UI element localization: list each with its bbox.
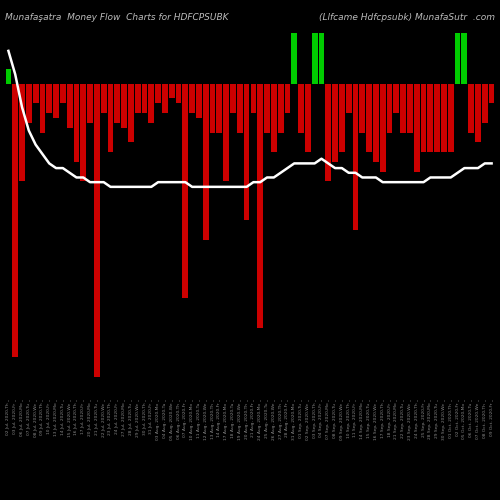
Bar	[441, 84, 447, 152]
Bar	[244, 84, 250, 220]
Bar	[454, 6, 460, 84]
Bar	[250, 84, 256, 113]
Bar	[121, 84, 127, 128]
Bar	[216, 84, 222, 132]
Bar	[60, 84, 66, 103]
Bar	[346, 84, 352, 113]
Bar	[67, 84, 72, 128]
Bar	[210, 84, 216, 132]
Bar	[142, 84, 148, 113]
Bar	[428, 84, 433, 152]
Bar	[162, 84, 168, 113]
Bar	[339, 84, 345, 152]
Bar	[12, 84, 18, 357]
Text: Munafaşatra  Money Flow  Charts for HDFCPSUBK: Munafaşatra Money Flow Charts for HDFCPS…	[5, 12, 228, 22]
Bar	[394, 84, 399, 113]
Bar	[6, 69, 12, 84]
Bar	[169, 84, 174, 98]
Bar	[475, 84, 481, 142]
Bar	[298, 84, 304, 132]
Bar	[380, 84, 386, 172]
Bar	[128, 84, 134, 142]
Bar	[87, 84, 93, 123]
Bar	[53, 84, 59, 118]
Bar	[182, 84, 188, 298]
Bar	[196, 84, 202, 118]
Bar	[373, 84, 379, 162]
Bar	[237, 84, 242, 132]
Bar	[312, 6, 318, 84]
Bar	[318, 0, 324, 84]
Bar	[305, 84, 310, 152]
Text: (Llfcame Hdfcpsubk) MunafaSutr  .com: (Llfcame Hdfcpsubk) MunafaSutr .com	[319, 12, 495, 22]
Bar	[462, 0, 468, 84]
Bar	[114, 84, 120, 123]
Bar	[386, 84, 392, 132]
Bar	[32, 84, 38, 103]
Bar	[448, 84, 454, 152]
Bar	[292, 0, 297, 84]
Bar	[26, 84, 32, 123]
Bar	[488, 84, 494, 103]
Bar	[135, 84, 140, 113]
Bar	[468, 84, 474, 132]
Bar	[326, 84, 331, 182]
Bar	[230, 84, 236, 113]
Bar	[258, 84, 263, 328]
Bar	[407, 84, 413, 132]
Bar	[190, 84, 195, 113]
Bar	[352, 84, 358, 230]
Bar	[278, 84, 283, 132]
Bar	[74, 84, 80, 162]
Bar	[224, 84, 229, 182]
Bar	[420, 84, 426, 152]
Bar	[94, 84, 100, 376]
Bar	[400, 84, 406, 132]
Bar	[155, 84, 161, 103]
Bar	[366, 84, 372, 152]
Bar	[434, 84, 440, 152]
Bar	[148, 84, 154, 123]
Bar	[203, 84, 208, 240]
Bar	[414, 84, 420, 172]
Bar	[360, 84, 365, 132]
Bar	[176, 84, 182, 103]
Bar	[101, 84, 106, 113]
Bar	[19, 84, 25, 182]
Bar	[284, 84, 290, 113]
Bar	[264, 84, 270, 132]
Bar	[271, 84, 276, 152]
Bar	[108, 84, 114, 152]
Bar	[80, 84, 86, 182]
Bar	[482, 84, 488, 123]
Bar	[332, 84, 338, 162]
Bar	[40, 84, 46, 132]
Bar	[46, 84, 52, 113]
